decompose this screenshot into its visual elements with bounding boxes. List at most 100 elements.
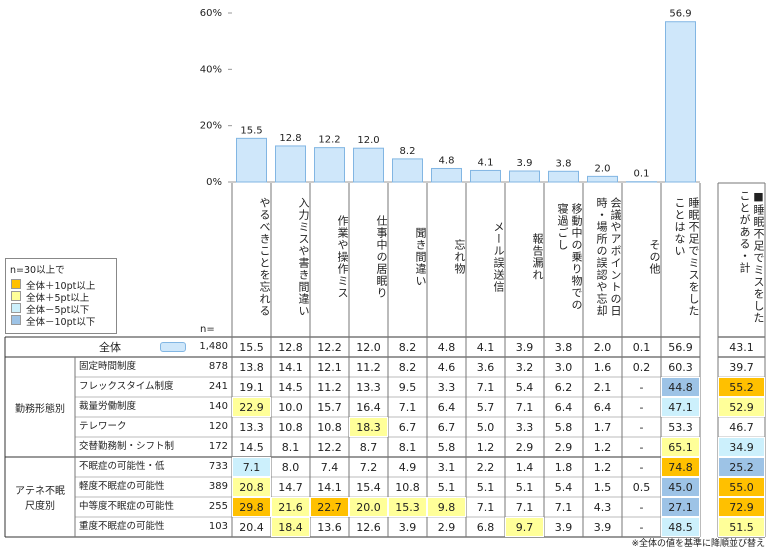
table-cell: 3.3 [437,380,456,394]
table-cell: 14.1 [278,360,303,374]
column-header: ■睡眠不足でミスをした ことがある・計 [738,190,765,324]
table-cell: 22.9 [232,397,271,417]
table-cell: 9.5 [398,380,417,394]
table-cell: 48.5 [661,517,700,537]
bar [587,175,618,183]
bar [548,170,579,183]
table-cell: 14.1 [317,480,342,494]
column-header: メール誤送信 [492,221,505,293]
table-cell: 13.8 [239,360,264,374]
legend-label: 全体＋10pt以上 [26,281,96,292]
table-cell: 15.3 [388,497,427,517]
table-cell: 6.8 [476,520,495,534]
table-cell: 0.1 [632,340,651,354]
table-cell: 4.6 [437,360,456,374]
table-cell: - [639,400,644,414]
y-tick-label: 40% [200,64,222,75]
row-label: 裁量労働制度 [79,401,137,412]
bar [314,147,345,183]
n-value: 255 [208,501,228,512]
column-header: 報告漏れ [531,233,544,281]
column-header: 聞き間違い [414,227,427,287]
row-label: 不眠症の可能性・低 [79,461,165,472]
table-cell: 13.3 [356,380,381,394]
table-cell: 52.9 [718,397,765,417]
table-cell: 3.0 [554,360,573,374]
row-label: 重度不眠症の可能性 [79,521,165,532]
row-label: 軽度不眠症の可能性 [79,481,165,492]
table-cell: 6.4 [437,400,456,414]
legend-label: 全体－10pt以下 [26,317,96,328]
table-cell: 1.7 [593,420,612,434]
value-label: 4.8 [439,155,455,166]
row-label: 全体 [99,341,121,354]
bar [665,21,696,183]
table-cell: 14.7 [278,480,303,494]
table-cell: 4.1 [476,340,495,354]
n-value: 241 [208,381,228,392]
legend-swatch [11,279,21,289]
table-cell: 45.0 [661,477,700,497]
table-cell: 5.1 [515,480,534,494]
table-cell: 55.2 [718,377,765,397]
table-cell: 3.1 [437,460,456,474]
table-cell: 72.9 [718,497,765,517]
table-cell: 2.9 [515,440,534,454]
table-cell: 29.8 [232,497,271,517]
column-header: 移動中の乗り物での 寝過ごし [556,203,583,311]
table-cell: 0.2 [632,360,651,374]
table-cell: 20.0 [349,497,388,517]
table-cell: 6.2 [554,380,573,394]
table-cell: 12.8 [278,340,303,354]
table-cell: 15.5 [239,340,264,354]
table-cell: 19.1 [239,380,264,394]
row-label: フレックスタイム制度 [79,381,174,392]
table-cell: 3.9 [593,520,612,534]
legend-title: n=30以上で [10,265,65,276]
table-cell: 18.3 [349,417,388,437]
y-tick-label: 0% [206,177,222,188]
table-cell: 13.6 [317,520,342,534]
column-header: その他 [648,239,661,275]
table-cell: 53.3 [668,420,693,434]
row-label: 固定時間制度 [79,361,137,372]
table-cell: 2.9 [554,440,573,454]
legend-label: 全体－5pt以下 [26,305,90,316]
value-label: 15.5 [240,125,262,136]
table-cell: 6.4 [554,400,573,414]
column-header: 入力ミスや書き間違い [297,197,310,317]
table-cell: 9.8 [427,497,466,517]
table-cell: - [639,380,644,394]
table-cell: 3.9 [515,340,534,354]
table-cell: 20.8 [232,477,271,497]
table-cell: 1.2 [593,460,612,474]
table-cell: 12.6 [356,520,381,534]
table-cell: 8.2 [398,340,417,354]
bar [353,147,384,183]
table-cell: 55.0 [718,477,765,497]
table-cell: 25.2 [718,457,765,477]
value-label: 2.0 [595,163,611,174]
table-cell: - [639,420,644,434]
table-cell: 12.1 [317,360,342,374]
table-cell: 21.6 [271,497,310,517]
table-cell: 0.5 [632,480,651,494]
table-cell: 3.9 [554,520,573,534]
bar [431,167,462,183]
table-cell: 7.1 [476,380,495,394]
table-cell: 6.7 [437,420,456,434]
n-value: 140 [208,401,228,412]
table-cell: - [639,440,644,454]
table-cell: 1.2 [476,440,495,454]
table-cell: 14.5 [239,440,264,454]
table-cell: 16.4 [356,400,381,414]
table-cell: 74.8 [661,457,700,477]
table-cell: 15.4 [356,480,381,494]
table-cell: 20.4 [239,520,264,534]
table-cell: 11.2 [317,380,342,394]
legend-swatch [11,291,21,301]
table-cell: 2.1 [593,380,612,394]
table-cell: 18.4 [271,517,310,537]
n-value: 878 [208,361,228,372]
